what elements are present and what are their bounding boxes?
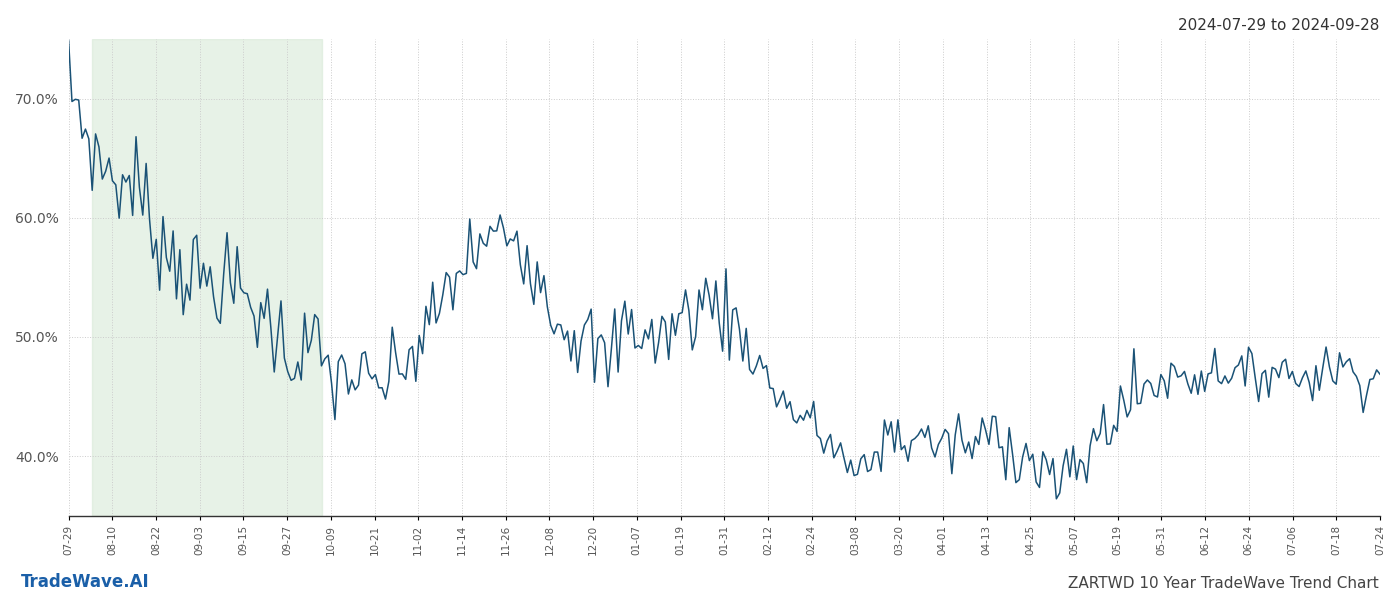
Text: ZARTWD 10 Year TradeWave Trend Chart: ZARTWD 10 Year TradeWave Trend Chart [1068,576,1379,591]
Text: TradeWave.AI: TradeWave.AI [21,573,150,591]
Text: 2024-07-29 to 2024-09-28: 2024-07-29 to 2024-09-28 [1177,18,1379,33]
Bar [92,39,322,516]
